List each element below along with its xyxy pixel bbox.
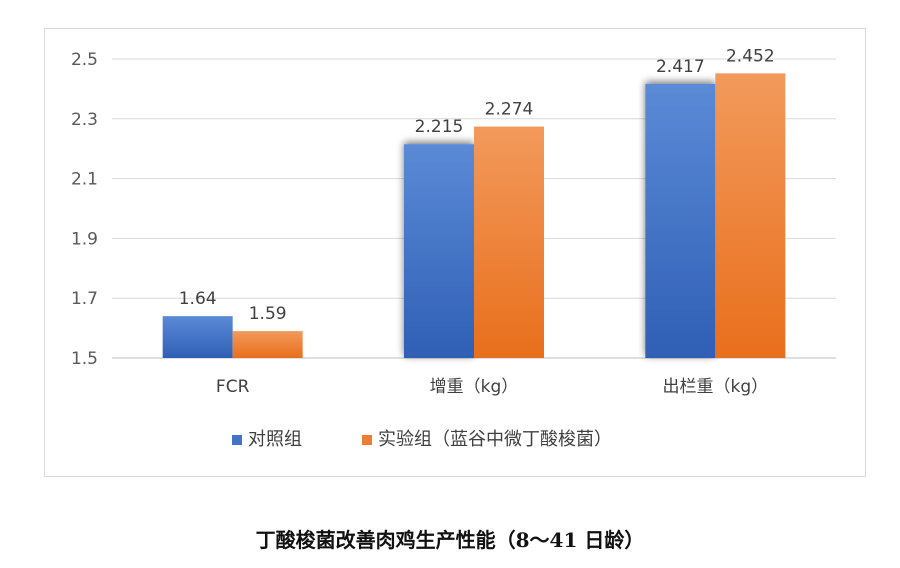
y-tick-label: 1.5 <box>71 349 98 369</box>
data-label: 2.215 <box>415 117 464 137</box>
y-tick-label: 2.5 <box>71 50 98 70</box>
y-tick-label: 1.7 <box>71 289 98 309</box>
data-label: 1.64 <box>179 289 217 309</box>
y-tick-label: 1.9 <box>71 229 98 249</box>
y-tick-label: 2.1 <box>71 170 98 190</box>
data-label: 2.452 <box>726 46 775 66</box>
category-label: FCR <box>216 377 250 397</box>
data-label: 1.59 <box>249 304 287 324</box>
chart-caption: 丁酸梭菌改善肉鸡生产性能（8～41 日龄） <box>255 528 645 552</box>
bar-control <box>404 144 474 358</box>
y-tick-label: 2.3 <box>71 110 98 130</box>
bar-experiment <box>715 73 786 359</box>
legend-label: 实验组（蓝谷中微丁酸梭菌） <box>378 429 612 450</box>
data-label: 2.417 <box>656 57 705 77</box>
legend-swatch <box>362 435 372 445</box>
category-label: 增重（kg） <box>430 377 519 397</box>
bar-experiment <box>474 126 544 358</box>
bar-control <box>162 316 233 358</box>
bar-experiment <box>232 331 303 358</box>
data-label: 2.274 <box>485 100 534 120</box>
category-label: 出栏重（kg） <box>663 377 769 397</box>
bar-chart: 1.5 1.7 1.9 2.1 2.3 2.5 1.64 1.59 2.215 2.274 2.4… <box>71 46 836 450</box>
bar-control <box>645 83 716 358</box>
legend-swatch <box>232 435 242 445</box>
legend-label: 对照组 <box>248 429 302 450</box>
